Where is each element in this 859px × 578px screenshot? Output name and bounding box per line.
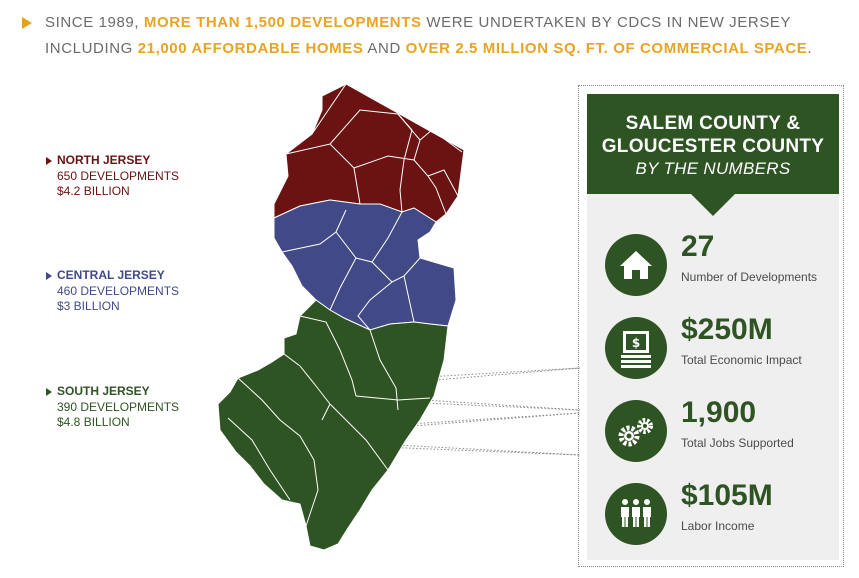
map-north-region bbox=[273, 83, 465, 223]
header-text-part: . bbox=[807, 40, 813, 57]
region-amount: $4.2 BILLION bbox=[57, 184, 130, 198]
region-developments: 390 DEVELOPMENTS bbox=[57, 399, 180, 414]
region-name: NORTH JERSEY bbox=[46, 153, 179, 169]
header-text-part: and bbox=[363, 40, 406, 57]
map-central-region bbox=[273, 199, 457, 331]
stat-label: Labor Income bbox=[681, 519, 755, 533]
stat-value: $250M bbox=[681, 313, 773, 346]
region-amount: $4.8 BILLION bbox=[57, 415, 130, 429]
highlight-developments: more than 1,500 developments bbox=[143, 14, 422, 31]
stat-economic-impact: $ $250M Total Economic Impact bbox=[605, 313, 835, 383]
county-stats-panel: SALEM COUNTY & GLOUCESTER COUNTY BY THE … bbox=[578, 85, 844, 567]
bullet-triangle-icon bbox=[22, 17, 32, 29]
stat-value: $105M bbox=[681, 479, 773, 512]
region-north-label: NORTH JERSEY 650 DEVELOPMENTS $4.2 BILLI… bbox=[46, 153, 179, 200]
stat-labor-income: $105M Labor Income bbox=[605, 479, 835, 549]
svg-text:$: $ bbox=[632, 336, 640, 350]
header-text: Since 1989, more than 1,500 developments… bbox=[45, 10, 842, 62]
gears-icon bbox=[605, 400, 667, 462]
south-counties bbox=[217, 299, 449, 551]
north-counties bbox=[273, 83, 465, 223]
panel-subtitle: BY THE NUMBERS bbox=[635, 159, 791, 178]
region-developments: 460 DEVELOPMENTS bbox=[57, 283, 180, 298]
region-central-label: CENTRAL JERSEY 460 DEVELOPMENTS $3 BILLI… bbox=[46, 268, 179, 315]
panel-banner: SALEM COUNTY & GLOUCESTER COUNTY BY THE … bbox=[587, 94, 839, 194]
people-icon bbox=[605, 483, 667, 545]
panel-title-line2: GLOUCESTER COUNTY bbox=[601, 136, 825, 157]
header-statement: Since 1989, more than 1,500 developments… bbox=[22, 10, 842, 62]
region-name: CENTRAL JERSEY bbox=[46, 268, 179, 284]
stat-label: Total Economic Impact bbox=[681, 353, 802, 367]
central-counties bbox=[273, 199, 457, 331]
map-south-region bbox=[217, 299, 449, 551]
stat-value: 1,900 bbox=[681, 396, 757, 429]
region-amount: $3 BILLION bbox=[57, 299, 120, 313]
panel-title-line1: SALEM COUNTY & bbox=[625, 113, 801, 134]
stat-label: Total Jobs Supported bbox=[681, 436, 794, 450]
header-text-part: Since 1989, bbox=[45, 14, 144, 31]
highlight-homes: 21,000 affordable homes bbox=[137, 40, 364, 57]
stat-value: 27 bbox=[681, 230, 715, 263]
panel-body: SALEM COUNTY & GLOUCESTER COUNTY BY THE … bbox=[587, 94, 839, 560]
money-stack-icon: $ bbox=[605, 317, 667, 379]
stat-label: Number of Developments bbox=[681, 270, 818, 284]
house-icon bbox=[605, 234, 667, 296]
stat-developments: 27 Number of Developments bbox=[605, 230, 835, 300]
stat-jobs: 1,900 Total Jobs Supported bbox=[605, 396, 835, 466]
region-name: SOUTH JERSEY bbox=[46, 384, 179, 400]
region-south-label: SOUTH JERSEY 390 DEVELOPMENTS $4.8 BILLI… bbox=[46, 384, 179, 431]
highlight-commercial: over 2.5 million sq. ft. of commercial s… bbox=[405, 40, 808, 57]
banner-notch bbox=[691, 194, 735, 216]
header-text-part: were undertaken by CDCs in New Jersey in… bbox=[45, 14, 791, 57]
region-developments: 650 DEVELOPMENTS bbox=[57, 168, 180, 183]
